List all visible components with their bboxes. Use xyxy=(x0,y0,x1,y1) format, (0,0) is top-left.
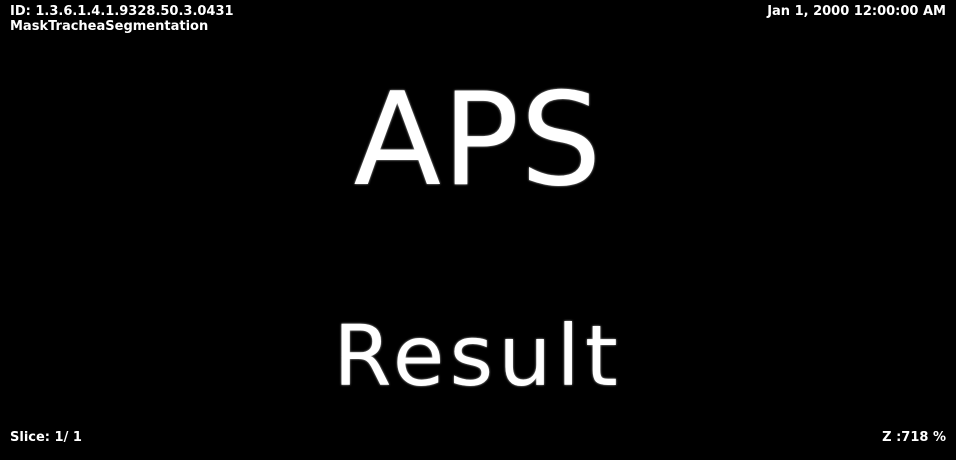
image-subtitle-text: Result xyxy=(333,307,623,405)
top-right-overlay: Jan 1, 2000 12:00:00 AM xyxy=(767,4,946,19)
slice-indicator: Slice: 1/ 1 xyxy=(10,430,82,445)
top-left-overlay: ID: 1.3.6.1.4.1.9328.50.3.0431 MaskTrach… xyxy=(10,4,234,34)
datetime-label: Jan 1, 2000 12:00:00 AM xyxy=(767,4,946,19)
series-name-label: MaskTracheaSegmentation xyxy=(10,19,209,34)
bottom-left-overlay: Slice: 1/ 1 xyxy=(10,430,82,445)
zoom-indicator: Z :718 % xyxy=(882,430,946,445)
image-title-text: APS xyxy=(353,66,603,215)
study-id-label: ID: 1.3.6.1.4.1.9328.50.3.0431 xyxy=(10,4,234,19)
bottom-right-overlay: Z :718 % xyxy=(882,430,946,445)
